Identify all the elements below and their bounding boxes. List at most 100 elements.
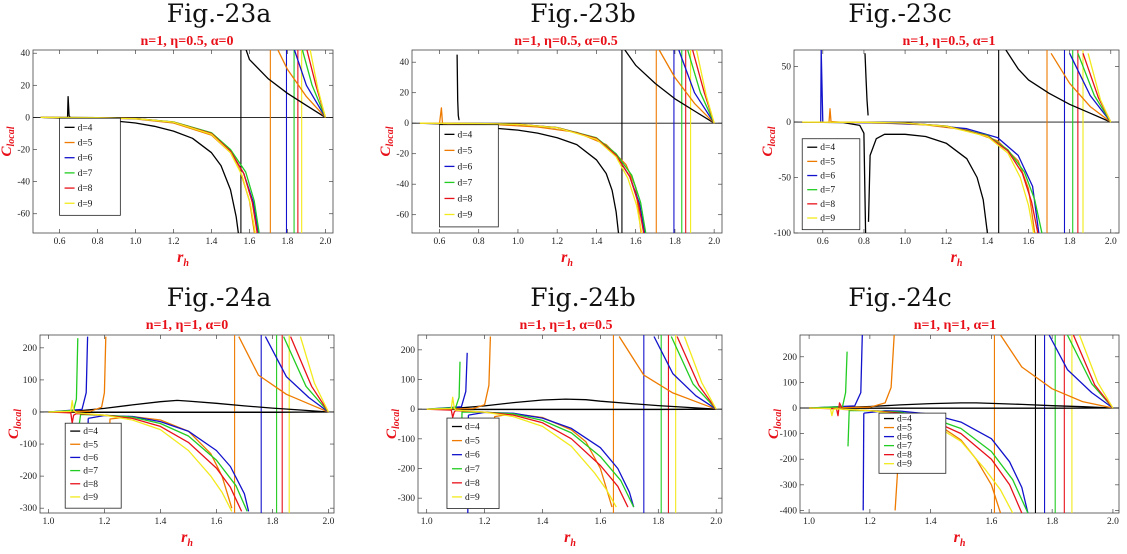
y-tick-label: -300	[20, 504, 38, 514]
series-line-d7	[283, 336, 329, 413]
x-tick-label: 2.0	[1105, 237, 1117, 247]
legend: d=4d=5d=6d=7d=8d=9	[878, 412, 947, 474]
y-tick-label: -200	[398, 465, 416, 475]
x-tick-label: 1.6	[630, 237, 642, 247]
x-tick-label: 1.0	[42, 517, 54, 527]
x-tick-label: 2.0	[319, 237, 331, 247]
chart-title: n=1, η=0.5, α=0.5	[514, 34, 617, 49]
y-tick-label: 100	[783, 378, 798, 388]
x-axis-label: rh	[561, 249, 573, 269]
x-axis-label: rh	[181, 529, 193, 549]
series-line-d5	[106, 415, 233, 509]
x-tick-label: 1.2	[98, 517, 110, 527]
x-tick-label: 1.8	[266, 517, 278, 527]
series-line-d8	[426, 408, 629, 508]
series-line-d7	[426, 361, 461, 410]
legend-box	[439, 124, 499, 228]
legend: d=4d=5d=6d=7d=8d=9	[64, 422, 122, 509]
x-tick-label: 1.2	[479, 517, 491, 527]
y-tick-label: 50	[782, 63, 792, 73]
x-tick-label: 1.2	[940, 237, 952, 247]
x-tick-label: 1.2	[551, 237, 563, 247]
x-tick-label: 0.8	[92, 237, 104, 247]
series-line-d7	[687, 50, 715, 124]
series-line-d6	[809, 335, 863, 409]
legend-entry: d=5	[820, 157, 835, 167]
chart-title: n=1, η=0.5, α=1	[903, 34, 996, 49]
x-tick-label: 2.0	[1107, 517, 1119, 527]
series-line-d6	[863, 410, 1029, 513]
x-tick-label: 0.8	[473, 237, 485, 247]
x-tick-label: 1.2	[168, 237, 180, 247]
y-tick-label: 100	[401, 376, 416, 386]
y-tick-label: -60	[17, 210, 30, 220]
plot-area	[419, 50, 715, 233]
chart-title: n=1, η=1, α=1	[914, 318, 996, 333]
legend-entry: d=7	[820, 186, 835, 196]
figure-title: Fig.-23c	[848, 0, 952, 28]
legend: d=4d=5d=6d=7d=8d=9	[801, 138, 861, 231]
series-line-d6	[802, 50, 1040, 233]
legend-entry: d=9	[897, 460, 912, 470]
x-tick-label: 1.4	[206, 237, 218, 247]
legend-entry: d=5	[465, 437, 480, 447]
figure-title: Fig.-24a	[167, 283, 272, 312]
legend-entry: d=4	[465, 423, 480, 433]
plot-frame	[793, 49, 1120, 234]
series-line-d9	[695, 50, 715, 124]
x-tick-label: 1.0	[512, 237, 524, 247]
y-tick-label: 200	[401, 346, 416, 356]
y-tick-label: -400	[780, 506, 798, 516]
x-tick-label: 1.6	[244, 237, 256, 247]
chart-title: n=1, η=1, α=0.5	[520, 318, 613, 333]
y-tick-label: -100	[398, 435, 416, 445]
series-line-d8	[1072, 335, 1114, 409]
series-line-d7	[48, 338, 79, 413]
y-axis-label: Clocal	[0, 126, 17, 156]
plot-frame	[417, 334, 723, 514]
series-line-d8	[676, 336, 717, 410]
series-line-d5	[1050, 52, 1112, 123]
legend-entry: d=9	[83, 493, 98, 503]
series-line-d9	[299, 336, 329, 413]
legend-entry: d=8	[820, 200, 835, 210]
series-line-d6	[1048, 335, 1114, 409]
legend-entry: d=5	[78, 139, 93, 149]
y-tick-label: -100	[780, 430, 798, 440]
legend-box	[446, 417, 500, 509]
legend-entry: d=9	[820, 214, 835, 224]
x-axis-label: rh	[564, 529, 576, 549]
plot-frame	[39, 334, 335, 514]
plot-area	[426, 335, 717, 513]
x-tick-label: 1.4	[981, 237, 993, 247]
series-line-d8	[48, 411, 243, 512]
x-tick-label: 1.4	[590, 237, 602, 247]
legend-box	[59, 117, 121, 216]
y-tick-label: 40	[21, 49, 31, 59]
x-tick-label: 1.8	[281, 237, 293, 247]
y-tick-label: -40	[396, 180, 409, 190]
series-line-d4	[1005, 50, 1112, 123]
y-axis-label: Clocal	[6, 409, 24, 439]
series-line-d6	[264, 336, 329, 413]
legend-entry: d=7	[457, 178, 472, 188]
x-tick-label: 1.6	[594, 517, 606, 527]
series-line-d5	[277, 50, 326, 118]
y-tick-label: -200	[20, 472, 38, 482]
legend-entry: d=6	[465, 451, 480, 461]
figure-title: Fig.-23a	[167, 0, 272, 28]
series-line-d5	[999, 335, 1114, 409]
legend-entry: d=5	[457, 146, 472, 156]
x-tick-label: 1.0	[421, 517, 433, 527]
series-line-d9	[683, 336, 717, 410]
chart-panel-4: Fig.-24a n=1, η=1, α=0 1.0 1.2 1.4 1.6 1.8 2.0 2…	[6, 283, 335, 549]
series-line-d4	[245, 50, 326, 118]
y-tick-label: 40	[400, 58, 410, 68]
figure-title: Fig.-24c	[848, 283, 952, 312]
y-tick-label: -200	[780, 455, 798, 465]
x-tick-label: 2.0	[710, 517, 722, 527]
x-tick-label: 0.6	[817, 237, 829, 247]
series-line-d9	[802, 121, 1035, 233]
series-line-d7	[670, 336, 717, 410]
x-tick-label: 0.6	[54, 237, 66, 247]
